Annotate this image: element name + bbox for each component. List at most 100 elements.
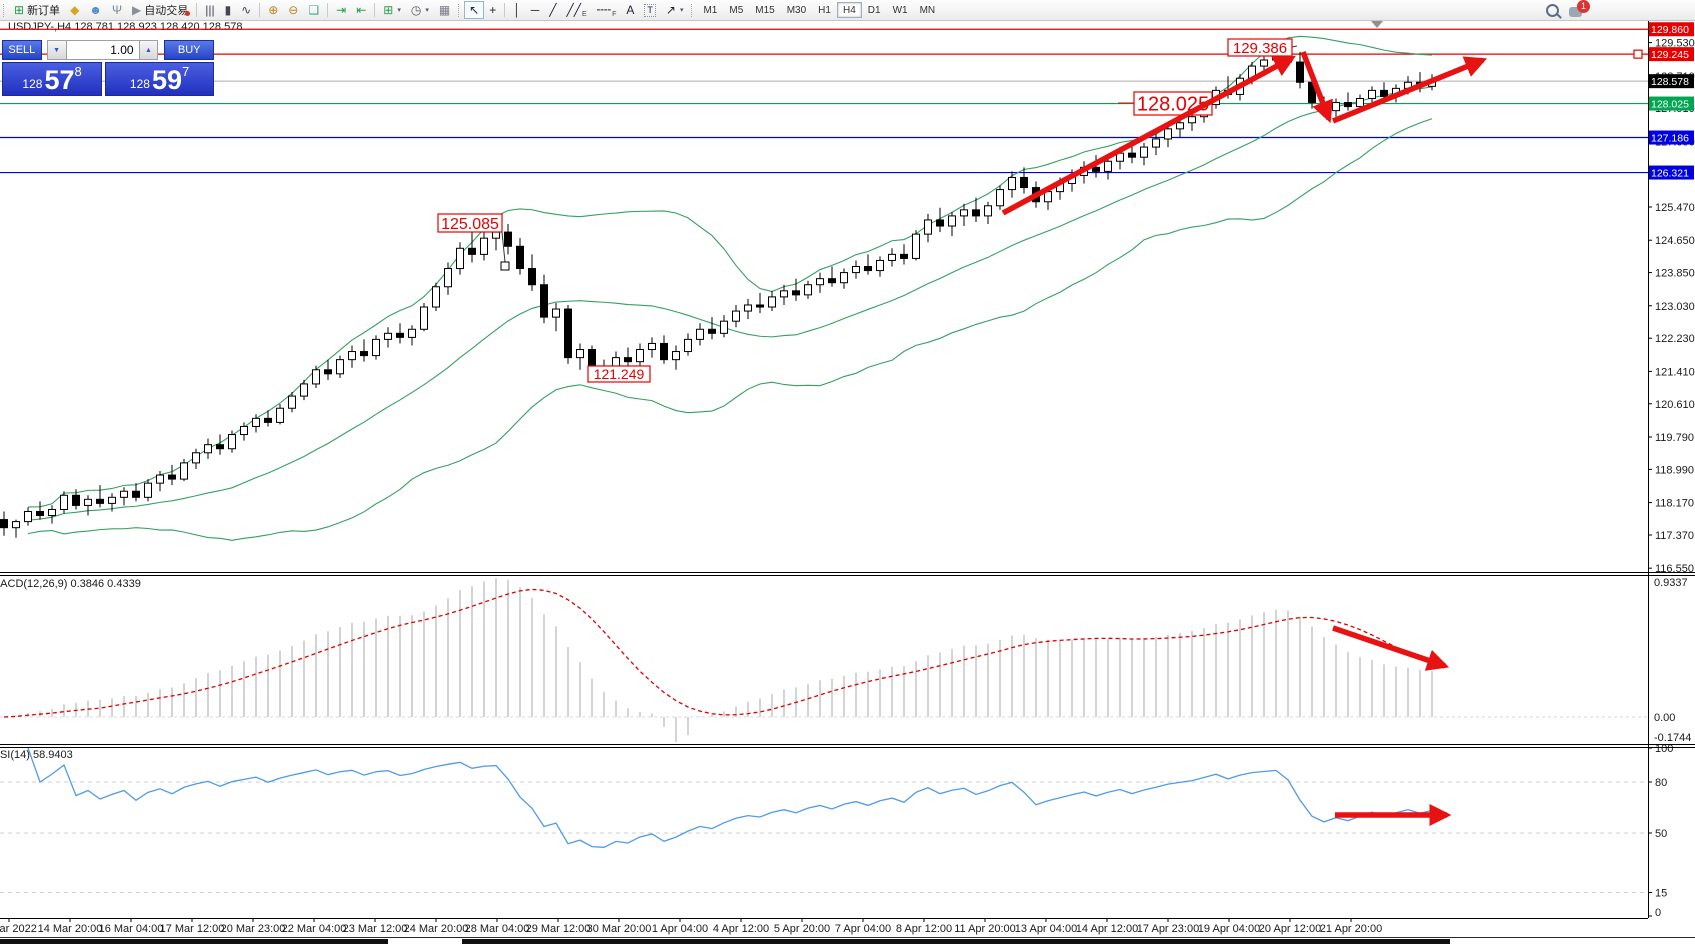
timeframe-m30-button[interactable]: M30: [781, 2, 812, 18]
candlestick-chart-icon[interactable]: ▮: [220, 1, 237, 19]
dropdown-arrow-icon: ▾: [397, 7, 401, 14]
bottom-window-edge: [0, 937, 1695, 938]
hline-handle[interactable]: [1633, 49, 1643, 59]
trend-arrows: [1001, 51, 1488, 826]
periods-button[interactable]: ◷ ▾: [406, 1, 434, 19]
line-chart-icon[interactable]: ∿: [236, 1, 256, 19]
price-badge-126321: [1649, 165, 1694, 180]
templates-glyph: ▦: [438, 3, 451, 17]
macd-axis-zero: 0.00: [1654, 712, 1675, 724]
equidistant-channel-button[interactable]: ╱╱ E: [562, 1, 592, 19]
bar-chart-icon[interactable]: |||: [200, 1, 219, 19]
timeframe-m15-button[interactable]: M15: [749, 2, 780, 18]
macd-axis-top: 0.9337: [1654, 577, 1688, 589]
time-tick-label: 11 Apr 20:00: [954, 923, 1016, 935]
templates-button[interactable]: ▦: [434, 1, 455, 19]
sell-price-sup: 8: [74, 64, 82, 79]
autotrading-button[interactable]: ▶ 自动交易: [127, 1, 193, 19]
rsi-axis-label: 50: [1655, 828, 1667, 840]
timeframe-m5-button[interactable]: M5: [723, 2, 749, 18]
fibonacci-button[interactable]: ╌╌ F: [592, 1, 622, 19]
time-tick-label: 17 Mar 12:00: [160, 923, 225, 935]
timeframe-d1-button[interactable]: D1: [862, 2, 887, 18]
cursor-glyph: ↖: [469, 3, 480, 17]
time-tick-label: 5 Apr 20:00: [774, 923, 830, 935]
volume-input[interactable]: [66, 40, 139, 60]
notification-area[interactable]: 1: [1569, 0, 1590, 17]
taskbar-strip: [0, 939, 1450, 944]
crosshair-button[interactable]: +: [484, 1, 501, 19]
trendline-glyph: ╱: [549, 3, 557, 17]
toolbar-grip: [691, 3, 694, 17]
new-order-button-label: 新订单: [27, 5, 61, 17]
arrows-button[interactable]: ↗ ▾: [661, 1, 689, 19]
chart-shift-marker[interactable]: [1371, 21, 1383, 28]
search-icon[interactable]: [1546, 3, 1559, 17]
price-label-125085[interactable]: [437, 213, 503, 233]
cursor-button[interactable]: ↖: [464, 1, 485, 19]
timeframe-h1-button[interactable]: H1: [812, 2, 837, 18]
price-tick-label: 124.650: [1655, 235, 1695, 247]
auto-scroll-icon-glyph: ⇥: [336, 3, 347, 17]
macd-arrow-down[interactable]: [1332, 625, 1450, 671]
tile-windows-icon[interactable]: ❏: [303, 1, 324, 19]
new-order-button[interactable]: ⊞ 新订单: [9, 1, 65, 19]
sell-price-display[interactable]: 128 57 8: [2, 62, 103, 96]
time-tick-label: 14 Apr 12:00: [1076, 923, 1138, 935]
toolbar-grip: [458, 3, 461, 17]
price-label-129386[interactable]: [1227, 38, 1293, 57]
price-tick-label: 120.610: [1655, 399, 1695, 411]
one-click-price-row: 128 57 8 128 59 7: [2, 62, 214, 96]
line-chart-icon-glyph: ∿: [241, 3, 252, 17]
horizontal-line-button[interactable]: ─: [526, 1, 545, 19]
timeframe-w1-button[interactable]: W1: [887, 2, 914, 18]
zoom-out-icon[interactable]: ⊖: [283, 1, 303, 19]
sell-button[interactable]: SELL: [2, 40, 42, 60]
new-chart-button[interactable]: ⊞ ▾: [378, 1, 406, 19]
notification-badge[interactable]: 1: [1577, 0, 1590, 13]
price-label-121249[interactable]: [587, 365, 651, 383]
volume-increase-button[interactable]: ▲: [138, 40, 159, 60]
timeframe-mn-button[interactable]: MN: [914, 2, 942, 18]
auto-scroll-icon[interactable]: ⇥: [331, 1, 351, 19]
buy-button[interactable]: BUY: [164, 40, 215, 60]
time-tick-label: 22 Mar 04:00: [282, 923, 347, 935]
toolbar-separator: [504, 3, 506, 17]
price-label-125085-marker[interactable]: [500, 261, 510, 271]
text-button[interactable]: A: [621, 1, 639, 19]
text-label-glyph: T: [644, 3, 656, 17]
timeframe-m1-button[interactable]: M1: [697, 2, 723, 18]
community-icon[interactable]: ☻: [84, 1, 107, 19]
text-label-button[interactable]: T: [639, 1, 661, 19]
zoom-in-icon[interactable]: ⊕: [263, 1, 283, 19]
rsi-label: RSI(14) 58.9403: [0, 749, 73, 761]
volume-decrease-button[interactable]: ▼: [46, 40, 67, 60]
autotrading-glyph: ▶: [131, 3, 142, 17]
time-tick-label: 24 Mar 20:00: [404, 923, 469, 935]
timeframe-h4-button[interactable]: H4: [836, 2, 862, 18]
chart-shift-icon[interactable]: ⇤: [351, 1, 371, 19]
price-tick-label: 117.370: [1655, 530, 1694, 542]
price-badge-129245: [1649, 47, 1694, 62]
time-tick-label: 4 Apr 12:00: [713, 923, 769, 935]
price-label-125085-text: 125.085: [441, 216, 499, 233]
buy-price-display[interactable]: 128 59 7: [105, 62, 214, 96]
rsi-axis-label: 15: [1655, 888, 1667, 900]
zoom-in-icon-glyph: ⊕: [268, 3, 279, 17]
trend-arrow-up-2[interactable]: [1331, 56, 1488, 124]
trendline-button[interactable]: ╱: [544, 1, 561, 19]
bid-price-badge-text: 128.578: [1651, 76, 1689, 88]
signals-icon-glyph: Ψ: [111, 3, 122, 17]
trend-arrow-down[interactable]: [1300, 51, 1333, 124]
vertical-line-button[interactable]: │: [508, 1, 526, 19]
up-arrow-icon: ▲: [145, 46, 152, 54]
price-badge-129245-text: 129.245: [1651, 49, 1689, 61]
trend-arrow-up-1[interactable]: [1001, 55, 1296, 216]
signals-icon[interactable]: Ψ: [107, 1, 127, 19]
time-tick-label: 8 Apr 12:00: [896, 923, 952, 935]
deposit-icon[interactable]: ◆: [65, 1, 84, 19]
vertical-line-glyph: │: [513, 3, 521, 17]
